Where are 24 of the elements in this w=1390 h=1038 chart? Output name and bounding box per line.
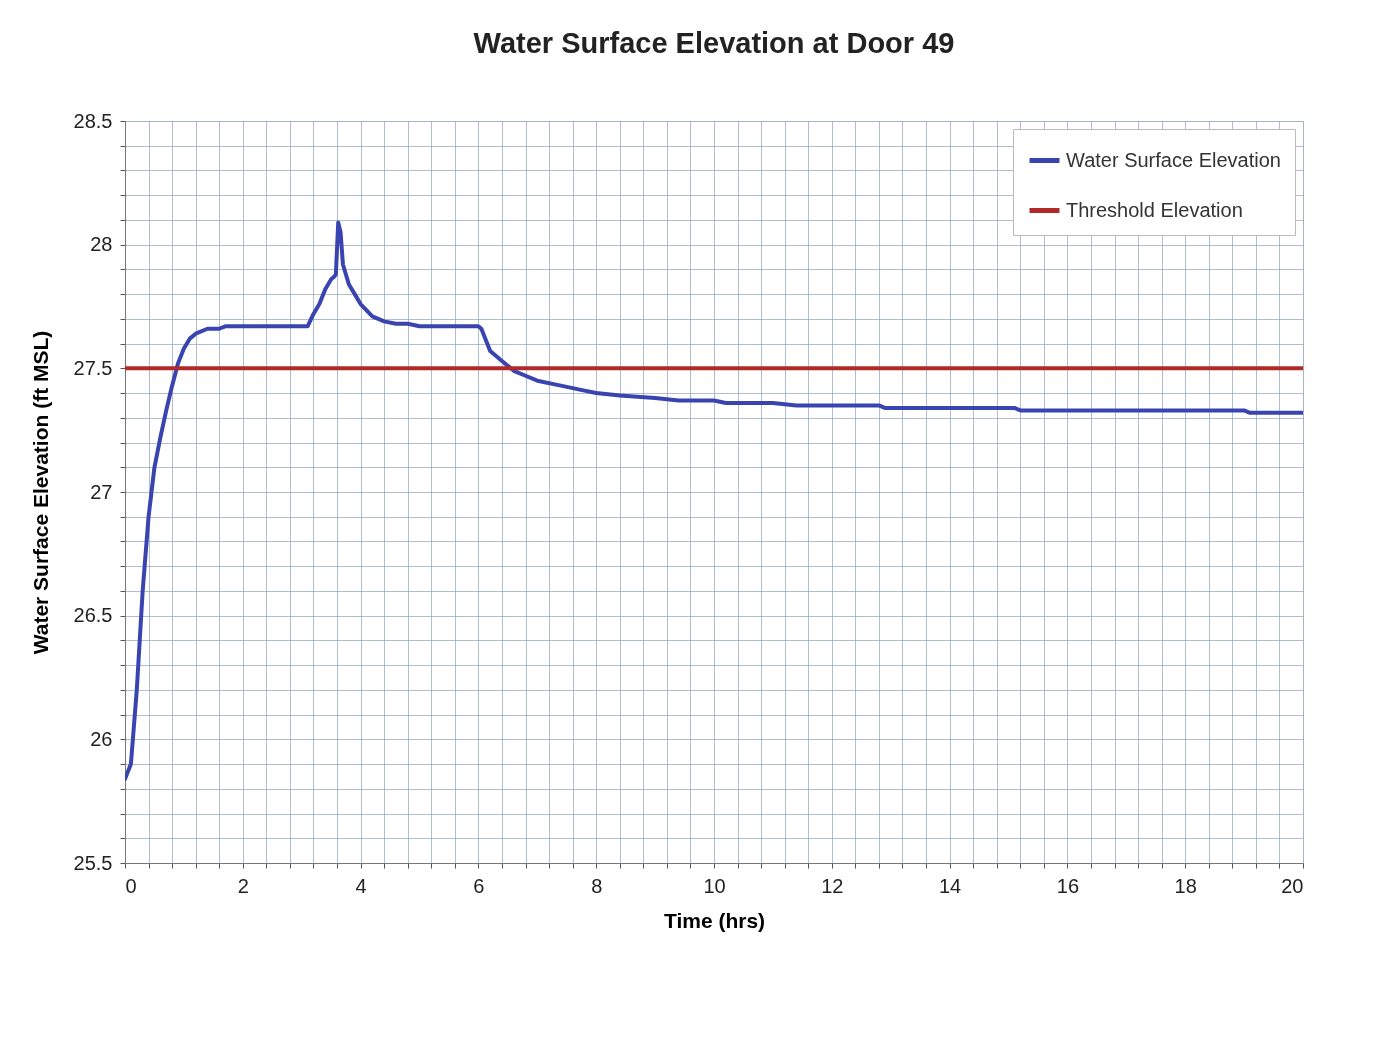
x-tick-label: 6: [473, 874, 485, 897]
x-tick-label: 8: [591, 874, 603, 897]
x-tick-label: 12: [821, 874, 844, 897]
y-tick-label: 28.5: [73, 109, 113, 132]
legend-label: Threshold Elevation: [1066, 198, 1243, 221]
x-tick-label: 18: [1174, 874, 1197, 897]
x-tick-label: 20: [1281, 874, 1304, 897]
legend-label: Water Surface Elevation: [1066, 148, 1281, 171]
y-tick-label: 26: [90, 727, 113, 750]
y-tick-label: 27.5: [73, 356, 113, 379]
x-axis-title: Time (hrs): [663, 908, 766, 932]
y-tick-label: 27: [90, 480, 113, 503]
chart-title: Water Surface Elevation at Door 49: [473, 27, 955, 59]
y-tick-label: 25.5: [73, 851, 113, 874]
line-series: [125, 220, 1303, 781]
y-axis-title: Water Surface Elevation (ft MSL): [28, 330, 52, 655]
x-tick-label: 10: [703, 874, 726, 897]
y-tick-label: 26.5: [73, 604, 113, 627]
x-tick-label: 14: [938, 874, 962, 897]
x-tick-label: 16: [1056, 874, 1080, 897]
x-tick-label: 2: [237, 874, 249, 897]
y-tick-label: 28: [90, 233, 113, 256]
x-tick-label: 4: [355, 874, 367, 897]
x-tick-label: 0: [125, 874, 137, 897]
